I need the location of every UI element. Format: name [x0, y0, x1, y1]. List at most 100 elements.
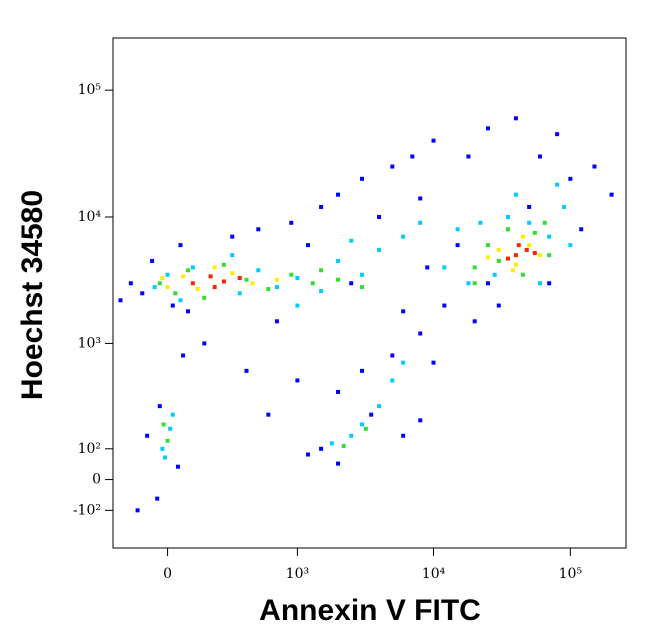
- data-point: [360, 368, 365, 373]
- data-point: [431, 360, 436, 365]
- data-point: [369, 412, 374, 417]
- data-point: [221, 262, 226, 267]
- data-point: [520, 272, 525, 277]
- x-tick-label: 10⁴: [422, 566, 446, 582]
- data-point: [418, 331, 423, 336]
- data-point: [118, 298, 123, 303]
- data-point: [360, 285, 365, 290]
- data-point: [336, 461, 341, 466]
- data-point: [152, 285, 157, 290]
- data-point: [555, 132, 560, 137]
- data-point: [401, 309, 406, 314]
- y-tick-label: 0: [92, 472, 101, 488]
- data-point: [319, 204, 324, 209]
- data-point: [145, 433, 150, 438]
- data-point: [266, 412, 271, 417]
- data-point: [319, 289, 324, 294]
- data-point: [363, 426, 368, 431]
- data-point: [274, 319, 279, 324]
- data-point: [547, 281, 552, 286]
- y-axis-title: Hoechst 34580: [16, 190, 49, 400]
- data-point: [244, 277, 249, 282]
- data-point: [360, 176, 365, 181]
- data-point: [173, 291, 178, 296]
- data-point: [274, 285, 279, 290]
- data-point: [202, 341, 207, 346]
- data-point: [181, 353, 186, 358]
- data-point: [537, 253, 542, 258]
- x-tick-label: 0: [163, 566, 172, 582]
- data-point: [496, 258, 501, 263]
- data-point: [195, 287, 200, 292]
- y-tick-label: 10²: [78, 441, 101, 457]
- data-point: [485, 281, 490, 286]
- data-point: [527, 243, 532, 248]
- data-point: [418, 220, 423, 225]
- data-point: [230, 271, 235, 276]
- x-tick-label: 10⁵: [559, 566, 583, 582]
- data-point: [547, 253, 552, 258]
- data-point: [360, 272, 365, 277]
- data-point: [485, 255, 490, 260]
- data-point: [221, 279, 226, 284]
- data-point: [377, 247, 382, 252]
- data-point: [401, 360, 406, 365]
- data-point: [202, 295, 207, 300]
- data-point: [537, 154, 542, 159]
- data-point: [466, 154, 471, 159]
- data-point: [150, 258, 155, 263]
- y-tick-label: 10⁵: [78, 82, 102, 98]
- data-point: [237, 291, 242, 296]
- data-point: [140, 291, 145, 296]
- data-point: [542, 220, 547, 225]
- data-point: [505, 256, 510, 261]
- data-point: [401, 234, 406, 239]
- data-point: [505, 227, 510, 232]
- data-point: [336, 277, 341, 282]
- data-point: [592, 164, 597, 169]
- data-point: [455, 243, 460, 248]
- data-point: [256, 268, 261, 273]
- data-point: [175, 464, 180, 469]
- data-point: [527, 220, 532, 225]
- data-point: [568, 243, 573, 248]
- data-point: [349, 281, 354, 286]
- data-point: [472, 281, 477, 286]
- data-point: [562, 204, 567, 209]
- data-point: [310, 281, 315, 286]
- data-point: [496, 247, 501, 252]
- data-point: [289, 272, 294, 277]
- data-point: [390, 378, 395, 383]
- data-point: [165, 285, 170, 290]
- data-point: [510, 268, 515, 273]
- data-point: [466, 281, 471, 286]
- data-point: [168, 426, 173, 431]
- data-point: [390, 353, 395, 358]
- data-point: [513, 253, 518, 258]
- data-point: [295, 276, 300, 281]
- data-point: [455, 227, 460, 232]
- data-point: [472, 265, 477, 270]
- data-point: [492, 272, 497, 277]
- y-tick-label: 10⁴: [78, 209, 102, 225]
- x-tick-label: 10³: [286, 566, 309, 582]
- data-point: [160, 446, 165, 451]
- data-point: [186, 309, 191, 314]
- data-point: [341, 444, 346, 449]
- data-point: [513, 262, 518, 267]
- data-point: [442, 265, 447, 270]
- data-point: [181, 274, 186, 279]
- data-point: [520, 234, 525, 239]
- data-point: [230, 234, 235, 239]
- data-point: [295, 378, 300, 383]
- data-point: [170, 303, 175, 308]
- data-point: [349, 238, 354, 243]
- x-axis-title: Annexin V FITC: [259, 594, 481, 627]
- data-point: [266, 287, 271, 292]
- data-point: [170, 412, 175, 417]
- data-point: [162, 455, 167, 460]
- y-tick-label: 10³: [78, 335, 101, 351]
- data-point: [418, 418, 423, 423]
